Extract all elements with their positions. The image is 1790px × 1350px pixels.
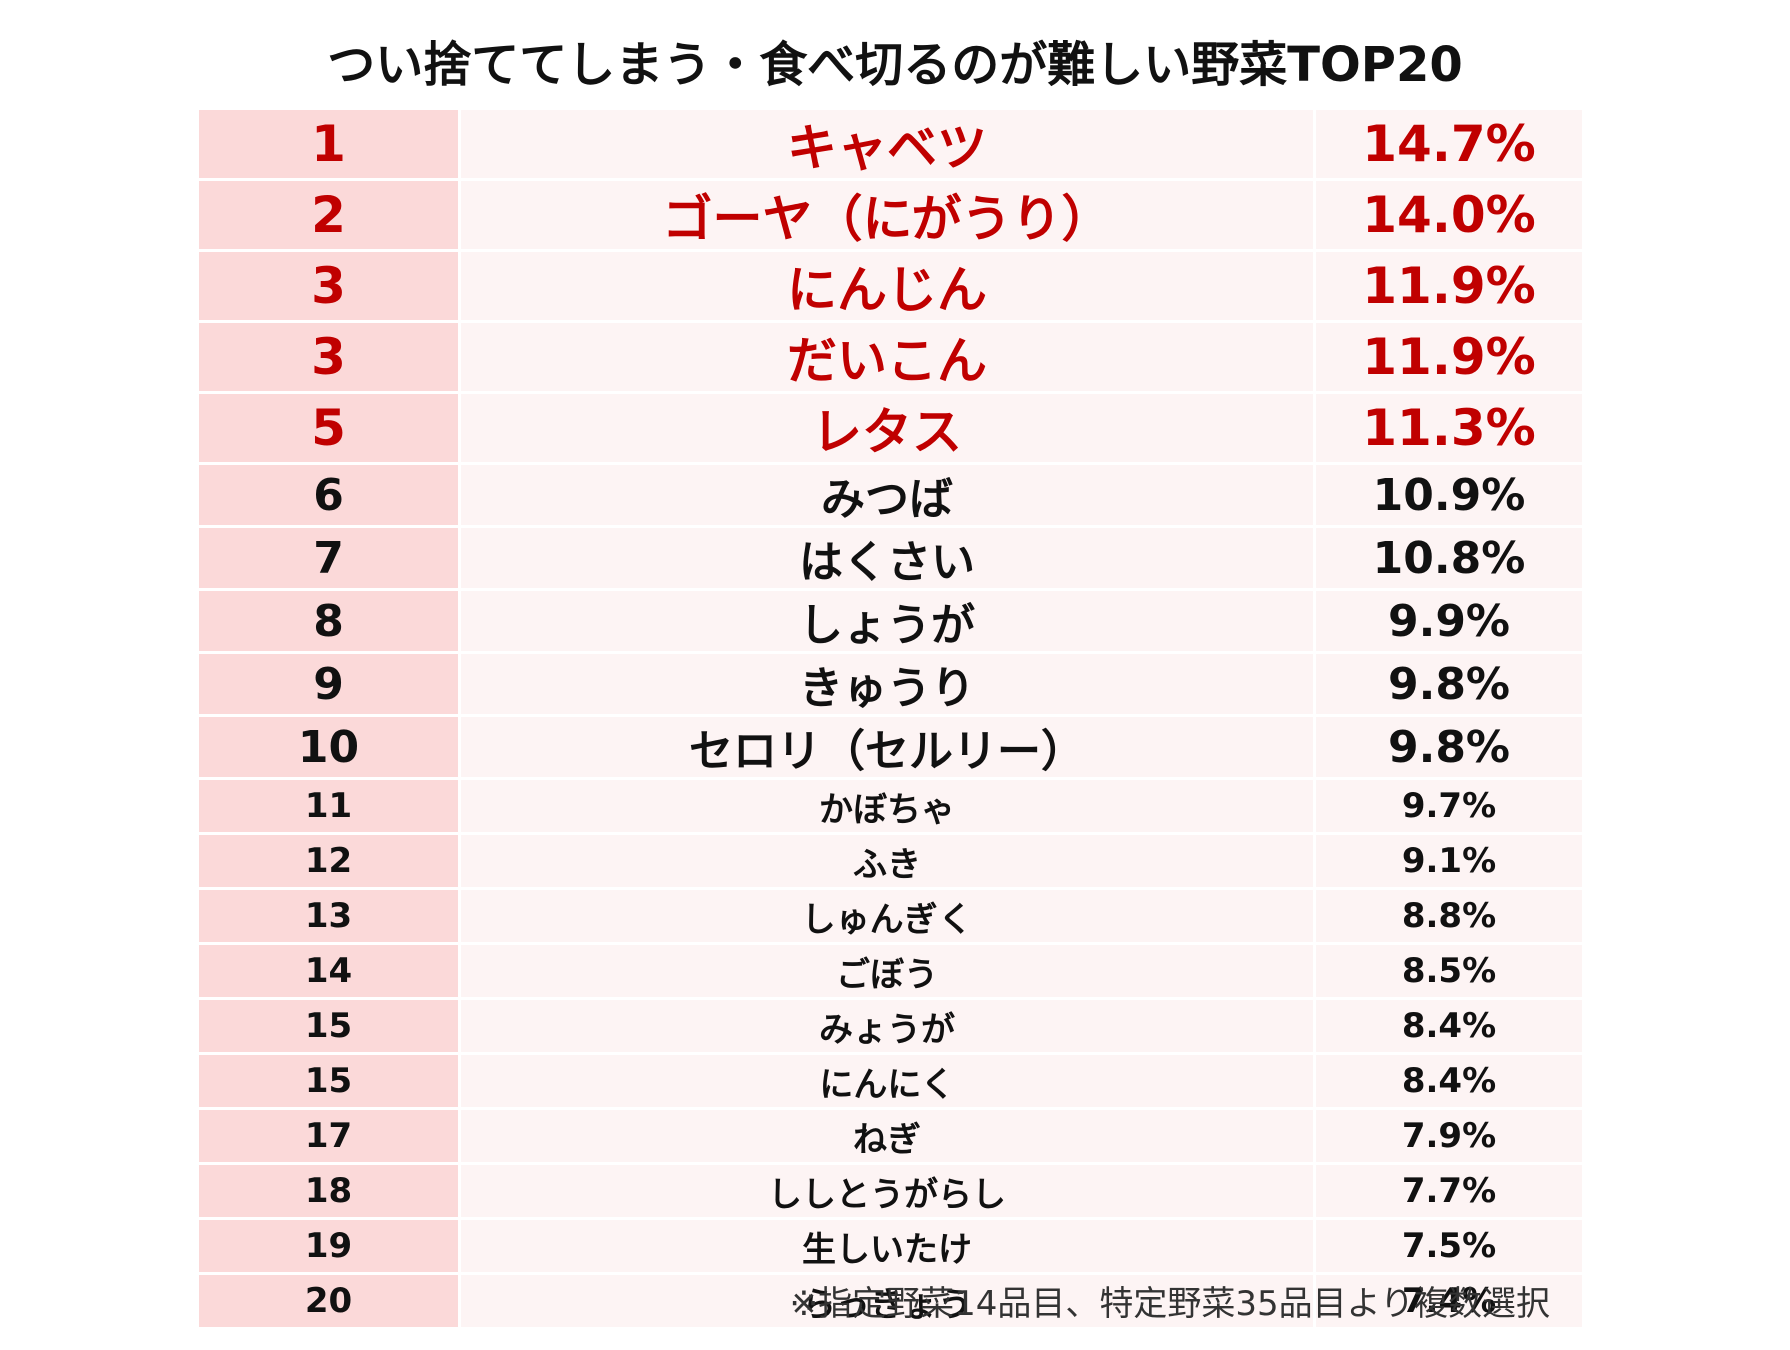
vegetable-name-cell: ししとうがらし <box>461 1165 1316 1217</box>
percentage-cell: 9.7% <box>1316 780 1582 832</box>
percentage-cell: 8.4% <box>1316 1055 1582 1107</box>
percentage-cell: 14.0% <box>1316 181 1582 249</box>
table-row: 14 ごぼう 8.5% <box>199 945 1582 1000</box>
table-row: 6 みつば 10.9% <box>199 465 1582 528</box>
ranking-table: 1 キャベツ 14.7% 2 ゴーヤ（にがうり） 14.0% 3 にんじん 11.9% 3 だいこん… <box>199 110 1582 1330</box>
table-row: 3 にんじん 11.9% <box>199 252 1582 323</box>
vegetable-name-cell: だいこん <box>461 323 1316 391</box>
vegetable-name-cell: ゴーヤ（にがうり） <box>461 181 1316 249</box>
rank-cell: 13 <box>199 890 461 942</box>
vegetable-name-cell: キャベツ <box>461 110 1316 178</box>
table-row: 8 しょうが 9.9% <box>199 591 1582 654</box>
percentage-cell: 9.1% <box>1316 835 1582 887</box>
rank-cell: 7 <box>199 528 461 588</box>
vegetable-name-cell: はくさい <box>461 528 1316 588</box>
table-row: 1 キャベツ 14.7% <box>199 110 1582 181</box>
percentage-cell: 7.7% <box>1316 1165 1582 1217</box>
vegetable-name-cell: にんにく <box>461 1055 1316 1107</box>
rank-cell: 20 <box>199 1275 461 1327</box>
percentage-cell: 7.4% <box>1316 1275 1582 1327</box>
table-row: 5 レタス 11.3% <box>199 394 1582 465</box>
rank-cell: 10 <box>199 717 461 777</box>
percentage-cell: 9.9% <box>1316 591 1582 651</box>
table-row: 10 セロリ（セルリー） 9.8% <box>199 717 1582 780</box>
rank-cell: 8 <box>199 591 461 651</box>
table-row: 11 かぼちゃ 9.7% <box>199 780 1582 835</box>
vegetable-name-cell: しゅんぎく <box>461 890 1316 942</box>
table-row: 20 らっきょう 7.4% <box>199 1275 1582 1330</box>
percentage-cell: 11.9% <box>1316 252 1582 320</box>
table-row: 17 ねぎ 7.9% <box>199 1110 1582 1165</box>
percentage-cell: 7.5% <box>1316 1220 1582 1272</box>
vegetable-name-cell: にんじん <box>461 252 1316 320</box>
table-row: 19 生しいたけ 7.5% <box>199 1220 1582 1275</box>
vegetable-name-cell: らっきょう <box>461 1275 1316 1327</box>
table-row: 15 みょうが 8.4% <box>199 1000 1582 1055</box>
rank-cell: 12 <box>199 835 461 887</box>
rank-cell: 9 <box>199 654 461 714</box>
table-row: 3 だいこん 11.9% <box>199 323 1582 394</box>
rank-cell: 2 <box>199 181 461 249</box>
percentage-cell: 11.9% <box>1316 323 1582 391</box>
footnote: ※指定野菜14品目、特定野菜35品目より複数選択 <box>789 1284 1550 1324</box>
rank-cell: 6 <box>199 465 461 525</box>
vegetable-name-cell: ふき <box>461 835 1316 887</box>
rank-cell: 15 <box>199 1055 461 1107</box>
vegetable-name-cell: ごぼう <box>461 945 1316 997</box>
percentage-cell: 14.7% <box>1316 110 1582 178</box>
percentage-cell: 7.9% <box>1316 1110 1582 1162</box>
percentage-cell: 9.8% <box>1316 654 1582 714</box>
table-row: 13 しゅんぎく 8.8% <box>199 890 1582 945</box>
table-row: 18 ししとうがらし 7.7% <box>199 1165 1582 1220</box>
rank-cell: 5 <box>199 394 461 462</box>
vegetable-name-cell: 生しいたけ <box>461 1220 1316 1272</box>
percentage-cell: 8.5% <box>1316 945 1582 997</box>
percentage-cell: 10.9% <box>1316 465 1582 525</box>
rank-cell: 15 <box>199 1000 461 1052</box>
rank-cell: 11 <box>199 780 461 832</box>
chart-title: つい捨ててしまう・食べ切るのが難しい野菜TOP20 <box>327 37 1463 93</box>
vegetable-name-cell: きゅうり <box>461 654 1316 714</box>
rank-cell: 19 <box>199 1220 461 1272</box>
percentage-cell: 9.8% <box>1316 717 1582 777</box>
table-row: 12 ふき 9.1% <box>199 835 1582 890</box>
rank-cell: 18 <box>199 1165 461 1217</box>
percentage-cell: 8.8% <box>1316 890 1582 942</box>
vegetable-name-cell: しょうが <box>461 591 1316 651</box>
rank-cell: 3 <box>199 252 461 320</box>
percentage-cell: 8.4% <box>1316 1000 1582 1052</box>
rank-cell: 1 <box>199 110 461 178</box>
rank-cell: 14 <box>199 945 461 997</box>
vegetable-name-cell: ねぎ <box>461 1110 1316 1162</box>
vegetable-name-cell: みょうが <box>461 1000 1316 1052</box>
vegetable-name-cell: レタス <box>461 394 1316 462</box>
rank-cell: 17 <box>199 1110 461 1162</box>
table-row: 7 はくさい 10.8% <box>199 528 1582 591</box>
percentage-cell: 10.8% <box>1316 528 1582 588</box>
table-row: 2 ゴーヤ（にがうり） 14.0% <box>199 181 1582 252</box>
rank-cell: 3 <box>199 323 461 391</box>
vegetable-name-cell: セロリ（セルリー） <box>461 717 1316 777</box>
table-row: 9 きゅうり 9.8% <box>199 654 1582 717</box>
table-row: 15 にんにく 8.4% <box>199 1055 1582 1110</box>
percentage-cell: 11.3% <box>1316 394 1582 462</box>
vegetable-name-cell: みつば <box>461 465 1316 525</box>
vegetable-name-cell: かぼちゃ <box>461 780 1316 832</box>
